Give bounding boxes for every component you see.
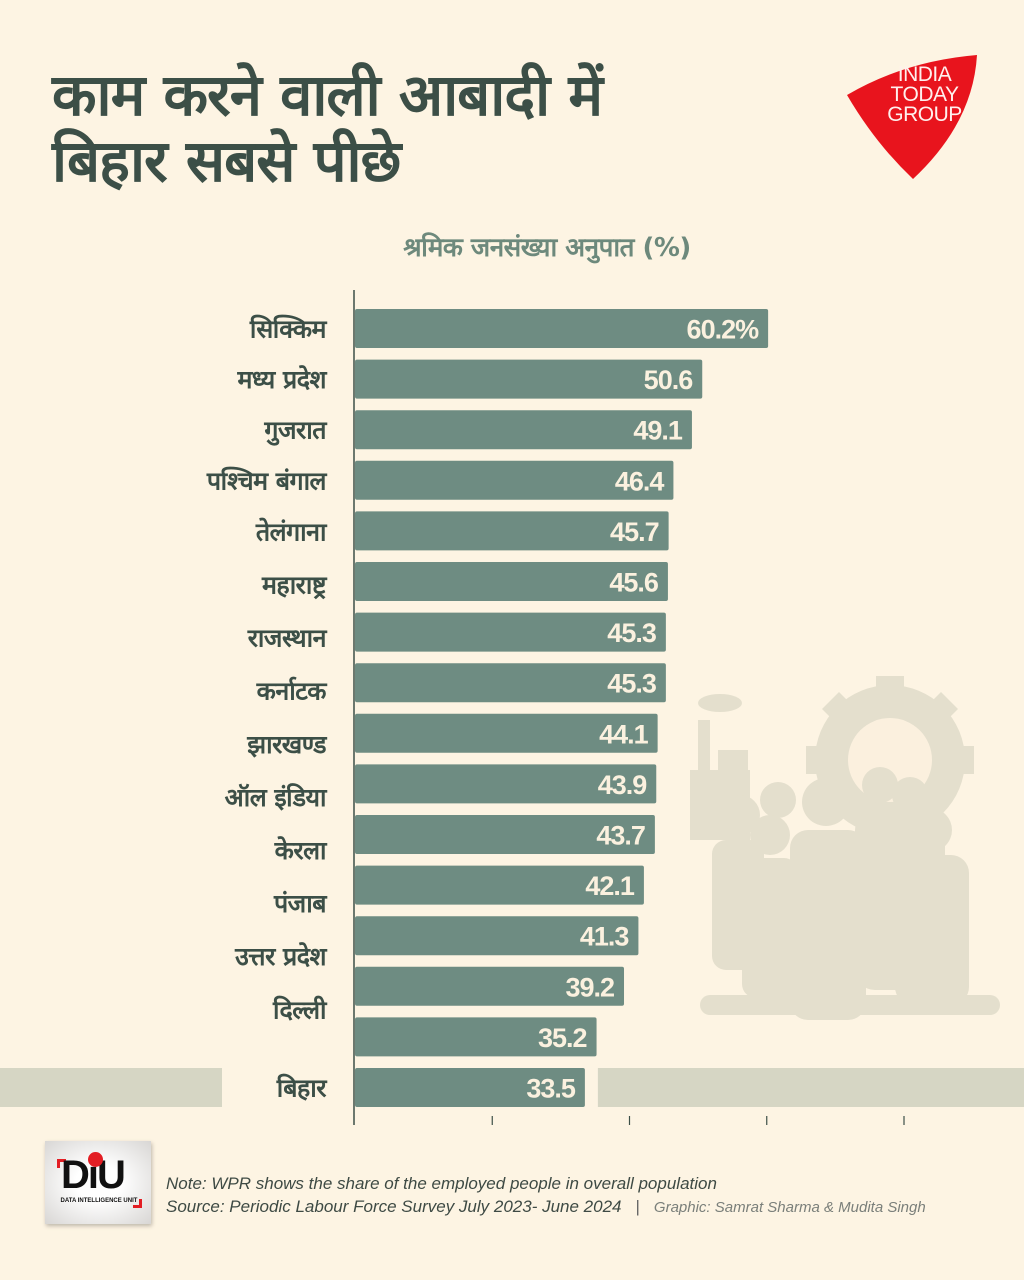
category-label: केरला xyxy=(274,836,328,865)
diu-logo-subtext: DATA INTELLIGENCE UNIT xyxy=(60,1198,138,1204)
workers-icon xyxy=(700,767,1000,1020)
bar xyxy=(355,815,655,854)
value-label: 35.2 xyxy=(538,1023,587,1053)
bar xyxy=(355,562,668,601)
value-label: 44.1 xyxy=(599,719,649,749)
value-label: 50.6 xyxy=(644,365,694,395)
value-label: 45.3 xyxy=(607,669,657,699)
value-label: 39.2 xyxy=(565,972,614,1002)
category-label: गुजरात xyxy=(263,416,328,447)
category-label: पश्चिम बंगाल xyxy=(206,466,328,495)
highlight-band-left xyxy=(0,1068,222,1107)
india-today-group-logo: INDIA TODAY GROUP xyxy=(845,53,980,181)
bar xyxy=(355,612,666,652)
separator: | xyxy=(635,1197,640,1216)
source-text: Source: Periodic Labour Force Survey Jul… xyxy=(166,1197,622,1216)
logo-shield-icon xyxy=(847,55,977,179)
bar xyxy=(355,1017,597,1057)
bar xyxy=(355,916,639,956)
footer-notes: Note: WPR shows the share of the employe… xyxy=(166,1172,926,1219)
bar xyxy=(355,359,703,399)
bracket-icon xyxy=(57,1159,66,1168)
red-dot-icon xyxy=(88,1152,103,1167)
value-label: 41.3 xyxy=(580,922,630,952)
bar xyxy=(355,309,769,348)
bar xyxy=(355,410,692,450)
value-label: 46.4 xyxy=(615,466,665,496)
bar xyxy=(355,460,674,500)
bar xyxy=(355,663,666,703)
value-label: 45.6 xyxy=(609,568,659,598)
category-label: पंजाब xyxy=(273,889,328,918)
diu-logo: DiU DATA INTELLIGENCE UNIT xyxy=(45,1141,151,1224)
credit-text: Graphic: Samrat Sharma & Mudita Singh xyxy=(653,1199,926,1216)
value-label: 33.5 xyxy=(526,1074,576,1104)
logo-text: INDIA TODAY GROUP xyxy=(887,63,962,126)
value-label: 60.2% xyxy=(687,315,760,345)
category-label: राजस्थान xyxy=(247,624,328,653)
title-line-1: काम करने वाली आबादी में xyxy=(52,61,603,129)
bar xyxy=(355,865,644,905)
bar xyxy=(355,713,658,753)
highlight-band-right xyxy=(597,1068,1024,1107)
page-title: काम करने वाली आबादी में बिहार सबसे पीछे xyxy=(52,61,603,195)
bar xyxy=(355,1068,585,1107)
category-label: ऑल इंडिया xyxy=(225,783,328,812)
category-label: महाराष्ट्र xyxy=(261,571,328,600)
category-label: मध्य प्रदेश xyxy=(236,365,327,394)
chart-subtitle: श्रमिक जनसंख्या अनुपात (%) xyxy=(403,233,691,263)
category-label: उत्तर प्रदेश xyxy=(234,942,327,971)
highlight-bands xyxy=(0,1068,1024,1107)
workers-illustration xyxy=(690,676,1000,1020)
bar xyxy=(355,966,625,1006)
category-label: झारखण्ड xyxy=(246,730,328,759)
note-text: Note: WPR shows the share of the employe… xyxy=(166,1174,717,1193)
bar xyxy=(355,511,669,551)
value-label: 43.9 xyxy=(598,770,648,800)
category-label: बिहार xyxy=(276,1074,329,1103)
value-label: 42.1 xyxy=(585,871,635,901)
category-label: दिल्ली xyxy=(272,995,328,1024)
bar-chart: सिक्किम मध्य प्रदेश गुजरात पश्चिम बंगाल तेलं… xyxy=(0,290,1024,1125)
bracket-icon xyxy=(133,1199,142,1208)
bar xyxy=(355,764,657,804)
value-label: 43.7 xyxy=(596,821,645,851)
value-label: 49.1 xyxy=(633,416,683,446)
category-label: तेलंगाना xyxy=(255,517,328,546)
category-label: कर्नाटक xyxy=(256,677,329,706)
title-line-2: बिहार सबसे पीछे xyxy=(52,127,401,195)
source-line: Source: Periodic Labour Force Survey Jul… xyxy=(166,1195,926,1219)
value-label: 45.7 xyxy=(610,517,659,547)
value-label: 45.3 xyxy=(607,618,657,648)
category-label: सिक्किम xyxy=(249,315,328,344)
